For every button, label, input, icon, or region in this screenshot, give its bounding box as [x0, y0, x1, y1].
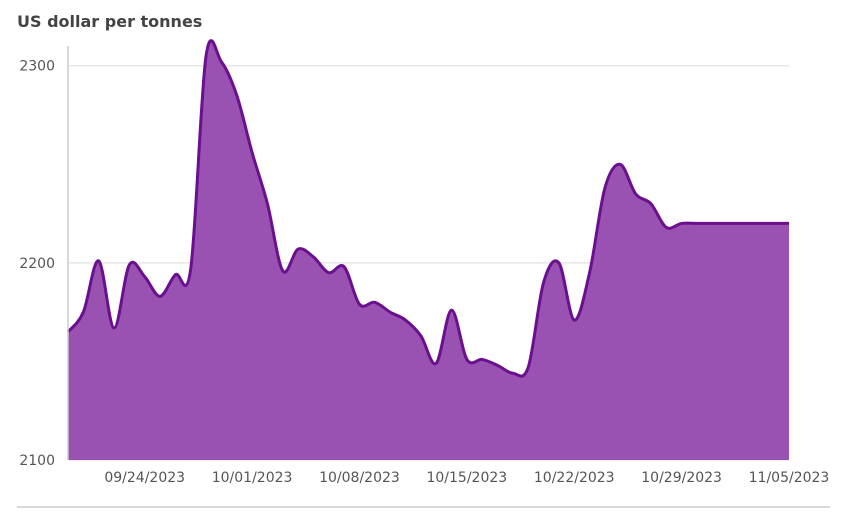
x-tick-label: 10/08/2023: [319, 470, 400, 486]
x-tick-label: 10/29/2023: [641, 470, 722, 486]
series-line: [66, 39, 789, 378]
x-tick-label: 10/22/2023: [534, 470, 615, 486]
chart-title: US dollar per tonnes: [17, 12, 203, 31]
y-tick-label: 2300: [19, 59, 55, 75]
y-tick-label: 2200: [19, 256, 55, 272]
series-area: [68, 40, 789, 461]
y-tick-label: 2100: [19, 453, 55, 469]
x-tick-label: 10/15/2023: [426, 470, 507, 486]
x-tick-label: 10/01/2023: [212, 470, 293, 486]
x-tick-label: 09/24/2023: [104, 470, 185, 486]
x-tick-label: 11/05/2023: [749, 470, 830, 486]
area-layer: [66, 39, 789, 461]
axis-layer: [17, 46, 830, 508]
label-layer: 2100 2200 2300 09/24/2023 10/01/2023 10/08/20…: [19, 59, 829, 486]
